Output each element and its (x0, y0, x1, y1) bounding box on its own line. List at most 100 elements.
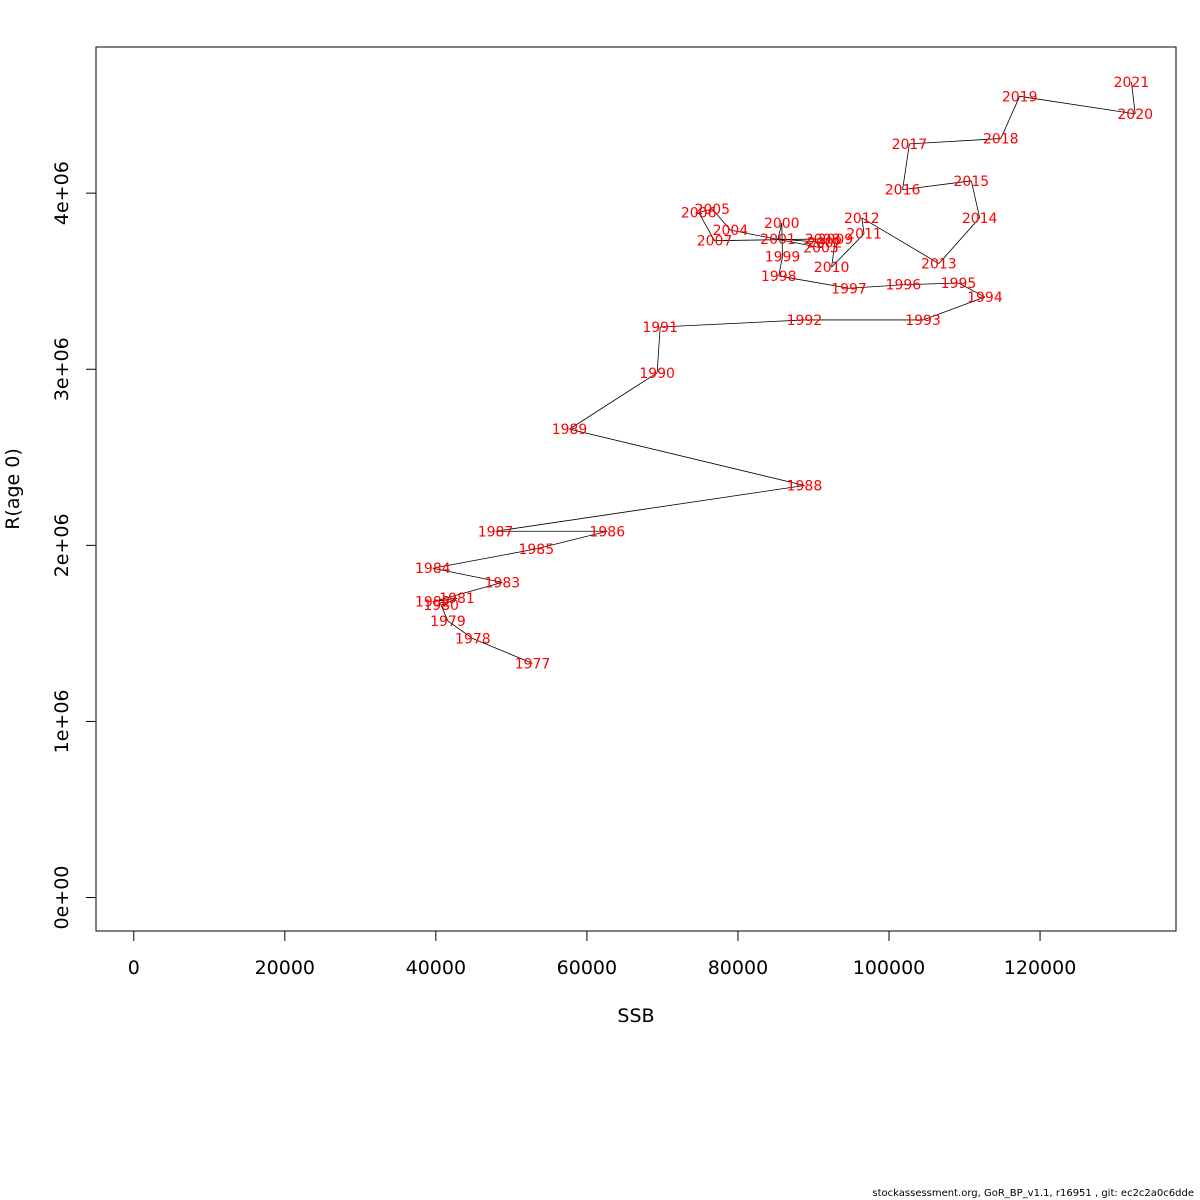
point-label: 1980 (423, 598, 459, 614)
series-segment (938, 217, 980, 264)
point-label: 2004 (713, 223, 749, 239)
point-label: 2014 (962, 211, 998, 227)
point-label: 1998 (761, 269, 797, 285)
y-tick-label: 2e+06 (51, 513, 73, 577)
series-segment (569, 372, 658, 430)
point-label: 2015 (954, 174, 990, 190)
point-label: 1990 (639, 366, 675, 382)
series-segment (569, 428, 805, 486)
y-axis: 0e+00 1e+06 2e+06 3e+06 4e+06 (51, 161, 97, 930)
y-tick-label: 4e+06 (51, 161, 73, 225)
point-label: 2010 (814, 260, 850, 276)
series-segment (1000, 96, 1021, 139)
series-segment (730, 229, 822, 249)
x-tick-label: 0 (128, 957, 140, 979)
point-label: 1993 (905, 313, 941, 329)
series-segment (440, 597, 458, 606)
point-label: 2003 (803, 241, 839, 257)
y-tick-label: 3e+06 (51, 337, 73, 401)
point-label: 1982 (415, 595, 451, 611)
series-segment (447, 620, 474, 640)
plot-frame (95, 46, 1177, 932)
y-tick-label: 1e+06 (51, 690, 73, 754)
series-segment (902, 180, 972, 191)
series-segment (958, 282, 986, 298)
point-label: 2012 (844, 211, 880, 227)
series-segment (909, 138, 1001, 145)
point-label: 1999 (765, 250, 801, 266)
point-label: 1987 (478, 524, 514, 540)
series-segment (848, 284, 904, 289)
series-segment (861, 217, 940, 264)
point-label: 2020 (1117, 107, 1153, 123)
series-segment (711, 208, 731, 231)
point-label: 1985 (518, 542, 554, 558)
series-segment (902, 143, 910, 190)
series-segment (778, 256, 783, 277)
series-line (432, 82, 1136, 664)
series-segment (714, 238, 823, 242)
series-segment (660, 319, 805, 328)
point-label: 2016 (885, 183, 921, 199)
y-tick-label: 0e+00 (51, 866, 73, 930)
point-label: 1984 (415, 561, 451, 577)
series-segment (1019, 95, 1136, 115)
series-segment (1131, 82, 1136, 114)
point-label: 1981 (439, 591, 475, 607)
point-label: 2000 (764, 216, 800, 232)
series-segment (970, 180, 981, 218)
x-axis: 0 20000 40000 60000 80000 100000 120000 (128, 930, 1077, 979)
series-segment (432, 548, 537, 569)
point-label: 2021 (1114, 75, 1150, 91)
point-label: 1983 (485, 575, 521, 591)
point-label: 1996 (886, 278, 922, 294)
point-label: 1989 (552, 422, 588, 438)
series-segment (820, 242, 826, 248)
y-axis-label: R(age 0) (2, 448, 24, 530)
x-tick-label: 100000 (853, 957, 926, 979)
point-label: 2017 (892, 137, 928, 153)
series-segment (536, 530, 608, 550)
x-tick-label: 80000 (708, 957, 768, 979)
point-label: 2006 (681, 206, 717, 222)
point-label: 2011 (846, 227, 882, 243)
point-label: 1986 (589, 524, 625, 540)
series-segment (698, 208, 713, 213)
point-label: 2008 (805, 232, 841, 248)
point-label: 2009 (818, 232, 854, 248)
series-segment (656, 326, 661, 373)
point-label: 2013 (921, 257, 957, 273)
series-segment (778, 275, 850, 289)
point-label: 1978 (455, 632, 491, 648)
x-axis-label: SSB (617, 1005, 654, 1027)
series-segment (495, 485, 805, 532)
series-segment (861, 217, 865, 234)
series-segment (472, 638, 533, 664)
series-segment (831, 233, 865, 268)
x-tick-label: 60000 (557, 957, 617, 979)
point-label: 1977 (515, 656, 551, 672)
point-label: 2007 (697, 234, 733, 250)
series-segment (440, 605, 449, 622)
point-label: 1988 (787, 478, 823, 494)
series-segment (432, 597, 458, 603)
series-segment (698, 212, 715, 241)
point-label: 2019 (1002, 89, 1038, 105)
point-label: 1997 (831, 281, 867, 297)
series-segment (432, 581, 503, 603)
point-label: 1979 (430, 614, 466, 630)
point-label: 2018 (983, 132, 1019, 148)
point-label: 1992 (787, 313, 823, 329)
point-label: 2002 (807, 235, 843, 251)
point-label: 1995 (941, 276, 977, 292)
x-tick-label: 120000 (1004, 957, 1077, 979)
point-label: 1994 (967, 290, 1003, 306)
point-label: 2005 (694, 202, 730, 218)
series-segment (777, 223, 783, 240)
series-segment (903, 282, 959, 286)
point-label: 1991 (642, 320, 678, 336)
series-segment (831, 238, 836, 268)
footer-credit: stockassessment.org, GoR_BP_v1.1, r16951… (872, 1188, 1194, 1199)
